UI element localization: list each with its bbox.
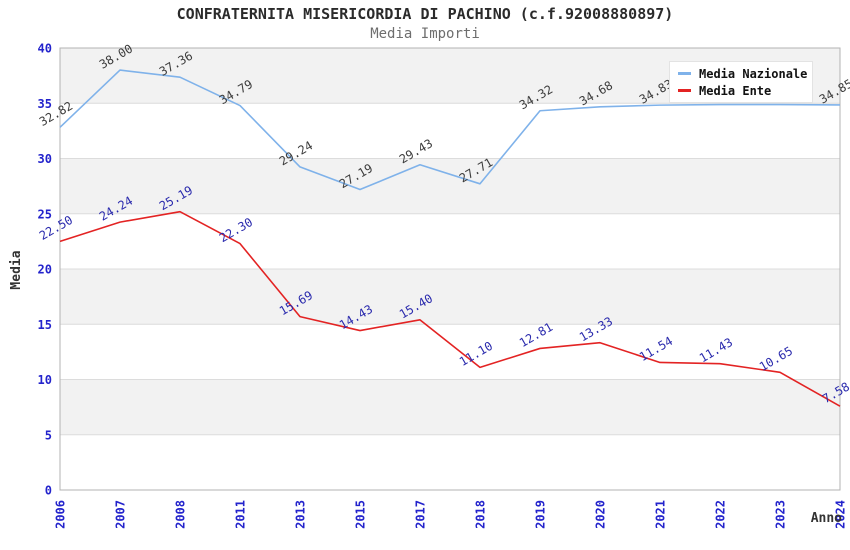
y-tick-label: 5 xyxy=(45,428,52,442)
x-tick-label: 2022 xyxy=(714,500,728,529)
y-tick-label: 35 xyxy=(38,97,52,111)
x-tick-label: 2007 xyxy=(114,500,128,529)
x-tick-label: 2020 xyxy=(594,500,608,529)
x-tick-label: 2017 xyxy=(414,500,428,529)
legend: Media Nazionale Media Ente xyxy=(669,61,813,103)
plot-band xyxy=(60,269,840,325)
legend-item-media-nazionale: Media Nazionale xyxy=(678,65,808,82)
y-tick-label: 25 xyxy=(38,207,52,221)
chart-title: CONFRATERNITA MISERICORDIA DI PACHINO (c… xyxy=(176,5,674,23)
legend-line-swatch-ente xyxy=(678,89,691,92)
plot-band xyxy=(60,103,840,159)
legend-label-ente: Media Ente xyxy=(699,83,772,98)
x-tick-label: 2018 xyxy=(474,500,488,529)
x-tick-label: 2013 xyxy=(294,500,308,529)
y-tick-label: 30 xyxy=(38,152,52,166)
x-tick-label: 2011 xyxy=(234,500,248,529)
series-line-media-ente xyxy=(59,210,841,407)
y-tick-label: 40 xyxy=(38,42,52,56)
x-tick-label: 2024 xyxy=(834,500,848,529)
series-line-media-nazionale xyxy=(59,69,841,191)
x-tick-label: 2019 xyxy=(534,500,548,529)
legend-line-swatch-nazionale xyxy=(678,72,691,75)
y-tick-label: 20 xyxy=(38,263,52,277)
y-tick-label: 15 xyxy=(38,318,52,332)
plot-band xyxy=(60,379,840,435)
plot-band xyxy=(60,434,840,490)
legend-item-media-ente: Media Ente xyxy=(678,82,808,99)
y-tick-label: 0 xyxy=(45,484,52,498)
x-axis-title: Anno xyxy=(810,511,842,526)
x-tick-label: 2023 xyxy=(774,500,788,529)
x-tick-label: 2008 xyxy=(174,500,188,529)
y-axis-title: Media xyxy=(9,250,24,290)
plot-band xyxy=(60,158,840,214)
plot-band xyxy=(60,324,840,380)
chart-subtitle: Media Importi xyxy=(370,26,480,42)
x-tick-label: 2006 xyxy=(54,500,68,529)
plot-band xyxy=(60,213,840,269)
x-tick-label: 2015 xyxy=(354,500,368,529)
legend-label-nazionale: Media Nazionale xyxy=(699,66,808,81)
y-tick-label: 10 xyxy=(38,373,52,387)
x-tick-label: 2021 xyxy=(654,500,668,529)
plot-border xyxy=(59,47,841,491)
